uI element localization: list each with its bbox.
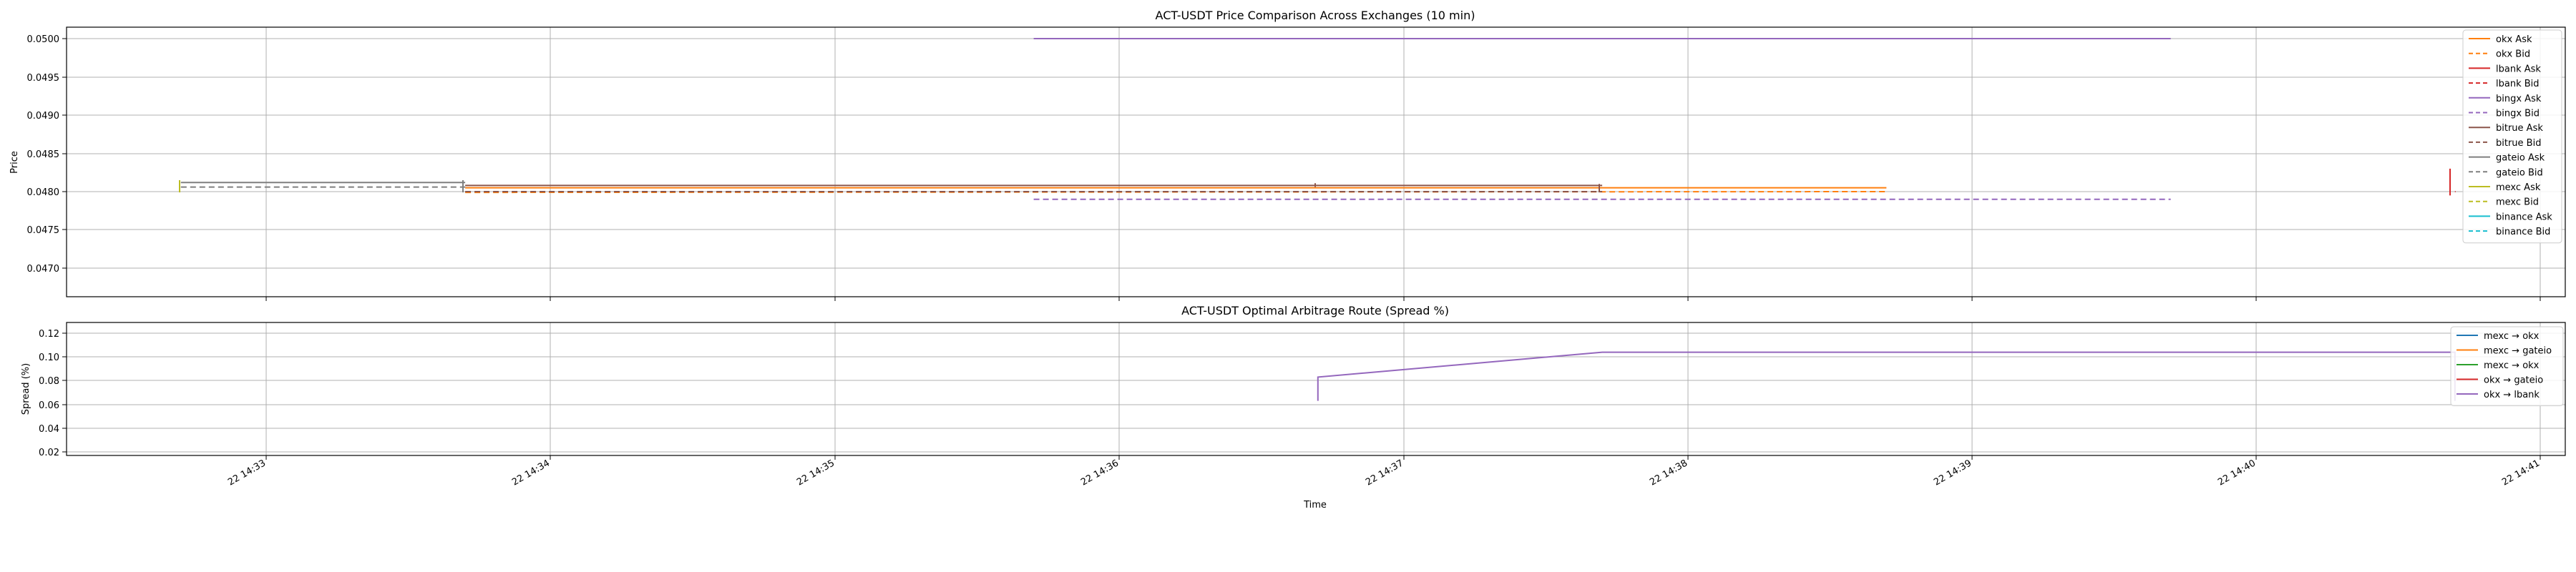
y-tick-label: 0.0495 [27,73,60,84]
spread-chart-ylabel: Spread (%) [21,363,31,415]
legend-label: bitrue Bid [2496,138,2541,149]
legend-label: bingx Bid [2496,109,2540,119]
legend-label: mexc → okx [2484,360,2540,371]
price-chart-ylabel: Price [9,151,20,174]
legend-label: mexc Bid [2496,197,2539,208]
y-tick-label: 0.0475 [27,225,60,236]
y-tick-label: 0.06 [39,400,59,411]
legend-box [2450,326,2564,406]
y-tick-label: 0.02 [39,448,59,458]
legend-label: bingx Ask [2496,94,2542,104]
legend-label: okx → gateio [2484,375,2543,386]
price-chart-title: ACT-USDT Price Comparison Across Exchang… [1156,9,1475,22]
price-chart-legend: okx Ask okx Bid lbank Ask lbank Bid bingx As… [2462,29,2562,244]
plot-frame [66,322,2566,456]
spread-chart-grid [67,322,2565,455]
price-chart-axes: 0.0470 0.0475 0.0480 0.0485 0.0490 0.0495 0.05… [27,26,2566,301]
legend-label: okx → lbank [2484,390,2540,400]
legend-label: binance Bid [2496,227,2550,237]
y-tick-label: 0.08 [39,376,59,387]
legend-label: gateio Ask [2496,153,2545,164]
legend-label: mexc → gateio [2484,346,2552,357]
spread-chart-title: ACT-USDT Optimal Arbitrage Route (Spread… [1181,304,1449,317]
plot-frame [66,26,2566,297]
y-tick-label: 0.0485 [27,149,60,160]
y-tick-label: 0.12 [39,329,59,340]
y-tick-label: 0.0470 [27,264,60,275]
legend-box [2462,29,2562,244]
price-chart-series [179,38,2451,200]
price-chart-grid [67,27,2565,297]
legend-label: gateio Bid [2496,167,2543,178]
spread-chart-legend: mexc → okx mexc → gateio mexc → okx okx → g… [2450,326,2564,406]
legend-label: mexc Ask [2496,182,2541,193]
y-tick-label: 0.04 [39,424,59,435]
legend-label: lbank Ask [2496,64,2541,74]
spread-chart-xlabel: Time [1303,500,1327,511]
legend-label: bitrue Ask [2496,123,2543,134]
legend-label: okx Bid [2496,49,2530,60]
y-tick-label: 0.0490 [27,111,60,122]
legend-label: okx Ask [2496,34,2532,45]
y-tick-label: 0.0500 [27,34,60,45]
legend-label: lbank Bid [2496,79,2540,89]
y-tick-label: 0.10 [39,352,59,363]
legend-label: mexc → okx [2484,331,2540,342]
legend-label: binance Ask [2496,212,2552,222]
y-tick-label: 0.0480 [27,187,60,198]
